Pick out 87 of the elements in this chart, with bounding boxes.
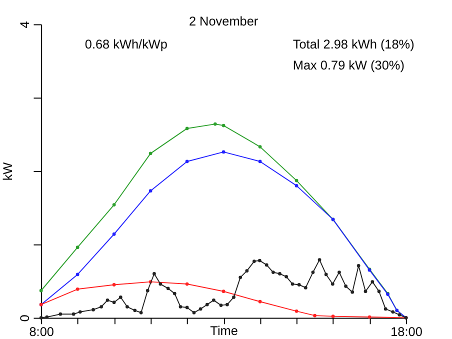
point (391, 310, 395, 314)
point (58, 312, 62, 316)
point (356, 264, 360, 268)
point (344, 284, 348, 288)
point (284, 274, 288, 278)
point (252, 260, 256, 263)
point (39, 288, 43, 292)
annotation: Max 0.79 kW (30%) (292, 57, 404, 72)
y-tick-label: 0 (16, 314, 32, 322)
point (146, 288, 150, 292)
point (158, 282, 162, 286)
point (100, 305, 103, 308)
point (318, 258, 322, 262)
point (45, 315, 49, 319)
point (133, 308, 137, 312)
point (338, 270, 341, 274)
point (219, 304, 223, 307)
point (76, 287, 80, 291)
point (185, 126, 189, 130)
point (76, 272, 80, 276)
point (368, 315, 372, 319)
point (222, 290, 226, 294)
point (222, 150, 226, 154)
point (185, 282, 189, 286)
point (294, 178, 298, 182)
point (72, 312, 76, 316)
point (139, 310, 143, 314)
y-tick-label: 4 (16, 21, 32, 28)
point (245, 269, 249, 273)
point (148, 152, 152, 156)
point (126, 305, 129, 308)
point (258, 160, 262, 164)
point (384, 307, 388, 311)
point (294, 184, 298, 188)
point (226, 302, 229, 306)
point (76, 246, 80, 250)
point (198, 307, 202, 311)
annotation: Total 2.98 kWh (18%) (292, 36, 414, 52)
point (39, 316, 43, 320)
point (324, 272, 328, 276)
point (212, 298, 216, 302)
point (205, 302, 209, 306)
x-tick-label: 8:00 (29, 324, 54, 339)
point (278, 272, 282, 276)
annotation: 0.68 kWh/kWp (84, 36, 168, 52)
point (258, 145, 262, 148)
point (238, 276, 242, 280)
point (92, 308, 95, 312)
chart-title: 2 November (188, 14, 259, 29)
point (297, 283, 301, 286)
point (112, 300, 116, 304)
point (294, 309, 298, 313)
point (185, 306, 189, 310)
point (331, 314, 335, 318)
point (185, 160, 189, 164)
point (264, 263, 268, 267)
point (377, 290, 381, 294)
point (213, 122, 217, 126)
point (304, 286, 308, 290)
point (106, 298, 110, 302)
point (350, 290, 354, 294)
point (112, 232, 116, 236)
point (330, 282, 334, 286)
point (112, 283, 116, 286)
point (118, 296, 122, 299)
y-axis-title: kW (0, 162, 16, 181)
point (148, 189, 152, 193)
point (152, 272, 156, 276)
point (271, 270, 275, 274)
point (370, 280, 374, 284)
point (398, 313, 402, 317)
point (258, 300, 262, 304)
point (222, 124, 226, 128)
point (313, 314, 316, 318)
x-tick-label: 18:00 (390, 324, 422, 339)
point (178, 305, 182, 308)
point (364, 290, 368, 294)
point (232, 296, 236, 299)
point (311, 270, 315, 274)
point (258, 258, 262, 262)
point (290, 282, 294, 286)
point (112, 203, 116, 206)
point (172, 292, 176, 296)
point (192, 310, 196, 314)
point (78, 310, 82, 314)
point (166, 286, 170, 290)
x-axis-title: Time (210, 322, 238, 338)
